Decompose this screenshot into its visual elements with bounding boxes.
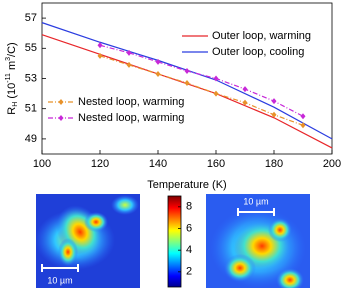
scale-bar-label: 10 µm bbox=[243, 196, 268, 206]
x-tick-label: 100 bbox=[33, 158, 51, 170]
x-tick-label: 140 bbox=[149, 158, 167, 170]
legend-marker bbox=[58, 115, 64, 121]
point bbox=[155, 70, 161, 77]
y-tick-label: 55 bbox=[25, 42, 37, 54]
colorbar-tick-label: 8 bbox=[186, 201, 192, 213]
point bbox=[184, 67, 190, 74]
map-right bbox=[206, 194, 310, 288]
legend-label: Outer loop, cooling bbox=[212, 46, 304, 58]
x-tick-label: 120 bbox=[91, 158, 109, 170]
y-tick-label: 51 bbox=[25, 103, 37, 115]
legend-label: Outer loop, warming bbox=[212, 30, 311, 42]
series-line bbox=[99, 44, 304, 117]
y-tick-label: 53 bbox=[25, 72, 37, 84]
y-axis-label-part: /C) bbox=[6, 42, 18, 57]
point bbox=[271, 111, 277, 118]
colorbar-tick-label: 6 bbox=[186, 222, 192, 234]
y-axis-label-part: H bbox=[12, 102, 19, 107]
colorbar bbox=[167, 195, 182, 288]
scale-bar-right bbox=[237, 208, 275, 216]
x-tick-label: 160 bbox=[207, 158, 225, 170]
point bbox=[213, 90, 219, 97]
y-axis-label-part: R bbox=[6, 107, 18, 115]
y-tick-label: 57 bbox=[25, 12, 37, 24]
point bbox=[300, 113, 306, 120]
y-axis-label-part: -11 bbox=[5, 73, 12, 83]
x-axis-label: Temperature (K) bbox=[147, 179, 226, 191]
point bbox=[213, 75, 219, 82]
legend-label: Nested loop, warming bbox=[78, 112, 184, 124]
map-left bbox=[36, 194, 140, 288]
point bbox=[155, 58, 161, 65]
scale-bar-label: 10 µm bbox=[47, 275, 72, 285]
x-tick-label: 200 bbox=[323, 158, 341, 170]
scale-bar-left bbox=[41, 264, 79, 272]
colorbar-tick-label: 2 bbox=[186, 266, 192, 278]
point bbox=[126, 61, 132, 68]
legend-label: Nested loop, warming bbox=[78, 96, 184, 108]
point bbox=[126, 49, 132, 56]
y-tick-label: 49 bbox=[25, 133, 37, 145]
point bbox=[184, 80, 190, 87]
point bbox=[271, 98, 277, 105]
y-axis-label-part: (10 bbox=[6, 83, 18, 102]
legend-marker bbox=[58, 99, 64, 105]
point bbox=[97, 42, 103, 49]
y-axis-label-part: 3 bbox=[5, 57, 12, 61]
point bbox=[242, 86, 248, 93]
plot-frame bbox=[41, 2, 333, 155]
x-tick-label: 180 bbox=[265, 158, 283, 170]
point bbox=[97, 52, 103, 59]
point bbox=[300, 122, 306, 129]
y-axis-label: RH (10-11 m3/C) bbox=[5, 42, 19, 114]
point bbox=[242, 99, 248, 106]
y-axis-label-part: m bbox=[6, 61, 18, 73]
colorbar-tick-label: 4 bbox=[186, 244, 192, 256]
